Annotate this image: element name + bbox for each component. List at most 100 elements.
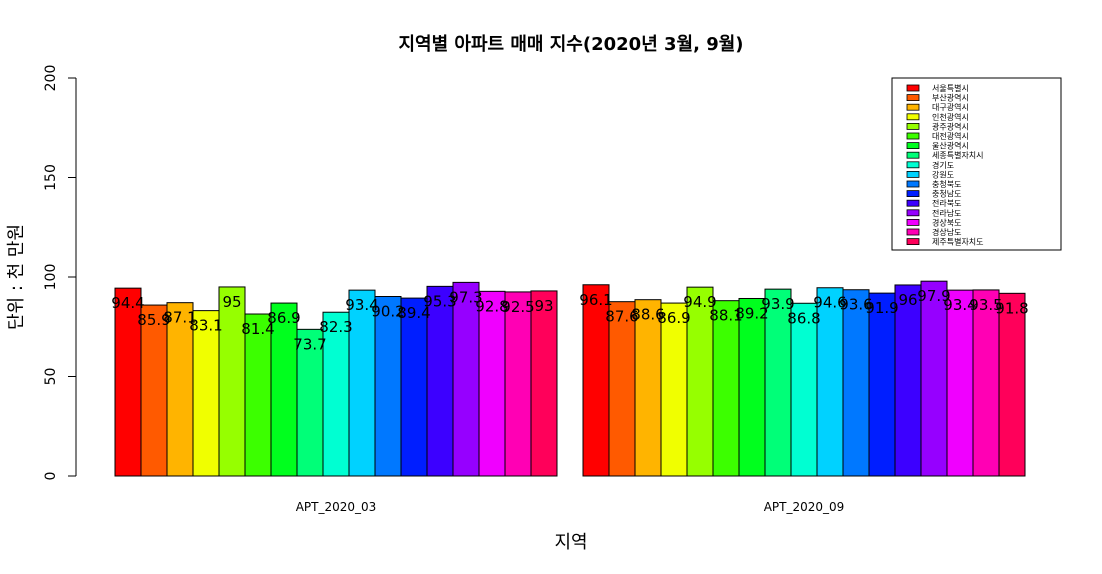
bar	[296, 328, 324, 477]
data-label: 91.9	[865, 299, 898, 317]
legend-swatch	[906, 209, 920, 217]
bar	[426, 285, 454, 477]
bar	[738, 297, 766, 477]
bar	[192, 310, 220, 477]
legend-swatch	[906, 142, 920, 150]
chart-title: 지역별 아파트 매매 지수(2020년 3월, 9월)	[398, 34, 743, 55]
legend-swatch	[906, 218, 920, 226]
legend-swatch	[906, 103, 920, 111]
bar	[114, 287, 142, 477]
y-tick-label: 200	[43, 65, 59, 92]
data-label: 88.1	[709, 307, 742, 325]
bar	[270, 302, 298, 477]
data-label: 94.9	[683, 293, 716, 311]
legend-swatch	[906, 123, 920, 130]
legend-label: 서울특별시	[932, 83, 969, 93]
data-label: 81.4	[241, 320, 274, 338]
legend-swatch	[906, 84, 920, 92]
category-labels: APT_2020_03 APT_2020_09	[296, 500, 845, 514]
y-tick-label: 50	[43, 368, 59, 386]
data-label: 95	[222, 293, 241, 311]
data-label: 93.4	[345, 296, 378, 314]
data-label: 87.1	[163, 309, 196, 327]
data-label: 91.8	[995, 299, 1028, 317]
legend-label: 경상북도	[932, 217, 961, 227]
legend-swatch	[906, 161, 920, 169]
data-label: 88.6	[631, 306, 664, 324]
data-label: 93.6	[839, 296, 872, 314]
legend: 서울특별시부산광역시대구광역시인천광역시광주광역시대전광역시울산광역시세종특별자…	[891, 77, 1062, 251]
data-label: 89.4	[397, 304, 430, 322]
category-label: APT_2020_09	[764, 500, 845, 514]
data-label: 92.5	[501, 298, 534, 316]
data-label: 97.3	[449, 288, 482, 306]
x-axis-title: 지역	[554, 532, 587, 553]
legend-label: 경기도	[932, 160, 954, 170]
bar	[920, 280, 948, 477]
data-label: 87.6	[605, 308, 638, 326]
legend-label: 전라북도	[932, 198, 961, 208]
bar	[582, 284, 610, 477]
bar	[478, 290, 506, 477]
legend-swatch	[906, 151, 920, 159]
bar	[140, 304, 168, 477]
bar	[374, 296, 402, 477]
y-tick-label: 100	[43, 264, 59, 291]
legend-label: 울산광역시	[932, 141, 969, 151]
legend-label: 제주특별자치도	[932, 237, 984, 247]
bar-group	[114, 281, 558, 477]
data-label: 89.2	[735, 304, 768, 322]
legend-swatch	[906, 132, 920, 140]
legend-swatch	[906, 190, 920, 198]
legend-label: 충청남도	[932, 190, 961, 199]
legend-label: 대전광역시	[932, 131, 969, 141]
data-label: 85.9	[137, 311, 170, 329]
y-tick-label: 150	[43, 164, 59, 191]
y-axis-title: 단위 : 천 만원	[6, 224, 27, 330]
bar	[946, 289, 974, 477]
bar	[842, 289, 870, 477]
data-label: 73.7	[293, 335, 326, 353]
y-axis: 0 50 100 150 200	[43, 65, 77, 481]
legend-swatch	[906, 170, 920, 178]
bar	[322, 311, 350, 477]
data-label: 86.9	[267, 309, 300, 327]
legend-label: 광주광역시	[932, 121, 969, 131]
bar	[998, 292, 1026, 477]
bar	[972, 289, 1000, 477]
data-label: 96.1	[579, 291, 612, 309]
data-label: 90.2	[371, 303, 404, 321]
bar	[452, 281, 480, 477]
bar	[244, 313, 272, 477]
legend-label: 전라남도	[932, 208, 961, 218]
bar	[400, 297, 428, 477]
legend-label: 대구광역시	[932, 102, 969, 112]
y-tick-label: 0	[43, 472, 59, 481]
bar-groups	[114, 280, 1026, 477]
data-label: 92.8	[475, 297, 508, 315]
bar	[530, 290, 558, 477]
bar	[348, 289, 376, 477]
data-label: 95.3	[423, 292, 456, 310]
legend-swatch	[906, 180, 920, 188]
legend-swatch	[906, 113, 920, 121]
data-labels: 94.485.987.183.19581.486.973.782.393.490…	[111, 287, 1028, 353]
data-label: 94.4	[111, 294, 144, 312]
legend-box	[891, 77, 1062, 251]
legend-swatch	[906, 238, 920, 246]
data-label: 94.6	[813, 294, 846, 312]
data-label: 93.4	[943, 296, 976, 314]
bar	[608, 301, 636, 477]
legend-label: 부산광역시	[932, 93, 969, 103]
legend-swatch	[906, 228, 920, 236]
bar	[868, 292, 896, 477]
legend-label: 인천광역시	[932, 112, 969, 122]
bar	[790, 302, 818, 477]
data-label: 97.9	[917, 287, 950, 305]
data-label: 96	[898, 291, 917, 309]
bar	[660, 302, 688, 477]
data-label: 82.3	[319, 318, 352, 336]
legend-label: 충청북도	[932, 180, 961, 189]
